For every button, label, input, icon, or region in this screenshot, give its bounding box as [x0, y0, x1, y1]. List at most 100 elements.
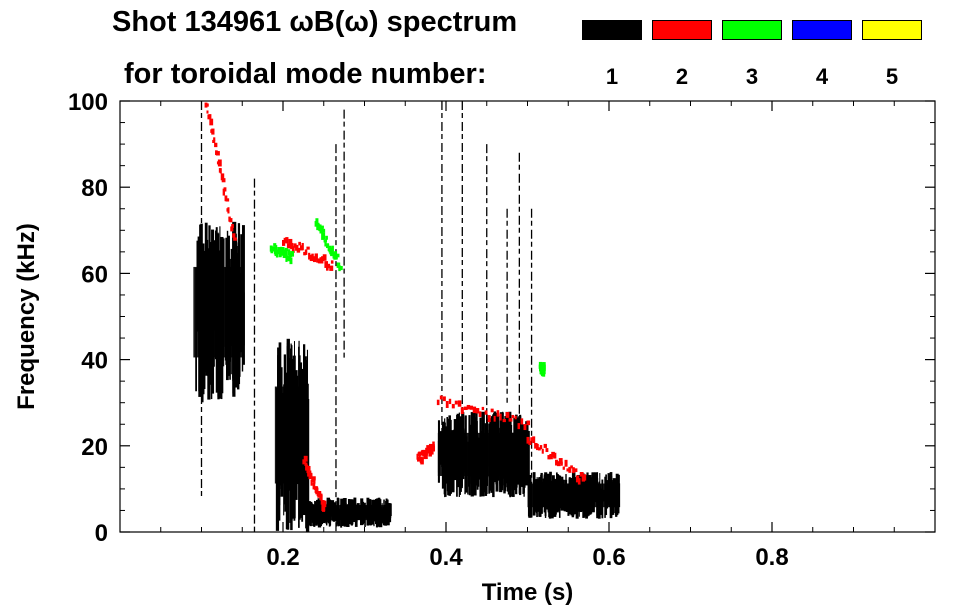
mode-2-trace-point: [432, 441, 435, 449]
mode-1-region-streak: [522, 438, 525, 467]
legend-swatch-mode-3: [722, 20, 782, 40]
chart-subtitle: for toroidal mode number:: [124, 58, 487, 90]
mode-3-trace-point: [290, 251, 295, 257]
mode-1-series: [193, 101, 621, 532]
mode-2-trace-point: [487, 415, 491, 423]
mode-1-region-streak: [552, 475, 554, 514]
mode-3-trace-point: [325, 235, 328, 240]
mode-1-region-streak: [327, 502, 330, 523]
mode-2-trace-point: [581, 475, 586, 482]
mode-2-trace-point: [305, 465, 309, 471]
mode-3-trace-point: [282, 249, 285, 255]
mode-2-trace-point: [523, 424, 527, 431]
mode-2-trace-point: [574, 468, 578, 473]
mode-1-region-streak: [382, 508, 385, 526]
mode-1-region-streak: [544, 473, 547, 518]
x-tick-label-0.2: 0.2: [266, 544, 299, 571]
mode-2-trace-point: [432, 445, 436, 452]
mode-1-region-streak: [538, 484, 542, 516]
mode-1-region-streak: [223, 261, 225, 367]
mode-2-trace-point: [288, 238, 293, 245]
mode-1-region-streak: [353, 497, 357, 519]
mode-2-trace-point: [322, 500, 327, 508]
mode-3-trace-point: [324, 240, 327, 247]
mode-3-trace-point: [320, 225, 324, 229]
mode-1-region-streak: [216, 278, 218, 386]
mode-1-region-streak: [565, 488, 567, 503]
mode-3-trace-point: [315, 218, 319, 223]
mode-1-region-streak: [582, 485, 585, 518]
mode-1-region-streak: [207, 250, 210, 371]
mode-1-region-streak: [217, 233, 220, 397]
mode-3-trace-point: [289, 257, 293, 265]
mode-2-trace-point: [558, 458, 563, 465]
mode-1-region-streak: [439, 431, 443, 465]
mode-1-region-streak: [501, 423, 503, 484]
mode-1-region-streak: [453, 419, 457, 481]
mode-3-trace-point: [284, 249, 288, 257]
mode-2-trace-point: [322, 505, 326, 512]
mode-3-trace-point: [281, 247, 285, 252]
mode-2-trace-point: [217, 159, 222, 167]
mode-2-trace-point: [307, 471, 310, 477]
mode-2-trace-point: [517, 423, 521, 430]
mode-2-trace-point: [505, 412, 510, 418]
mode-1-region-streak: [373, 501, 376, 519]
mode-2-trace-point: [454, 400, 458, 405]
mode-2-trace-point: [312, 482, 316, 490]
legend-label-mode-5: 5: [885, 64, 899, 89]
mode-1-region-streak: [381, 503, 383, 524]
mode-1-region-streak: [377, 503, 381, 527]
mode-3-trace-point: [332, 252, 336, 259]
mode-2-trace-point: [436, 399, 440, 406]
mode-1-region-streak: [456, 418, 458, 489]
mode-2-trace-point: [296, 247, 301, 253]
mode-2-trace-point: [429, 450, 433, 456]
mode-1-region-streak: [535, 489, 538, 514]
mode-1-region-streak: [319, 506, 322, 517]
mode-2-trace-point: [306, 246, 310, 250]
mode-3-trace-point: [314, 221, 319, 227]
mode-2-trace-point: [442, 396, 446, 402]
mode-2-trace-point: [221, 178, 226, 183]
mode-1-region-streak: [511, 444, 515, 497]
mode-1-region-streak: [324, 501, 326, 523]
mode-2-trace-point: [431, 449, 434, 455]
mode-1-region-streak: [525, 421, 529, 486]
mode-1-region-streak: [359, 505, 364, 526]
mode-2-trace-point: [553, 452, 557, 459]
mode-1-region-streak: [553, 485, 555, 511]
mode-2-trace-point: [225, 198, 230, 202]
mode-2-trace-point: [499, 413, 502, 421]
mode-1-region-streak: [344, 503, 346, 522]
mode-1-region-streak: [457, 444, 459, 486]
mode-1-region-streak: [504, 419, 507, 473]
legend-swatch-mode-4: [792, 20, 852, 40]
mode-1-region-streak: [206, 291, 208, 356]
mode-1-region-streak: [460, 434, 462, 469]
mode-1-region-streak: [556, 479, 559, 502]
mode-2-trace-point: [508, 418, 513, 422]
mode-2-trace-point: [526, 420, 531, 426]
mode-2-trace-point: [566, 468, 569, 472]
mode-3-trace-point: [542, 362, 546, 369]
mode-2-trace-point: [293, 243, 297, 248]
legend-label-mode-4: 4: [815, 64, 829, 89]
mode-2-trace-point: [230, 226, 234, 232]
mode-1-region-streak: [385, 500, 388, 521]
mode-1-region-streak: [591, 472, 595, 513]
legend-swatch-mode-2: [652, 20, 712, 40]
mode-1-region-streak: [495, 414, 498, 466]
mode-1-region-streak: [230, 268, 234, 339]
mode-1-region-streak: [607, 482, 611, 505]
mode-2-trace-point: [448, 398, 452, 405]
mode-2-trace-point: [541, 448, 544, 454]
y-tick-label-0: 0: [95, 520, 108, 547]
mode-1-region-streak: [515, 417, 520, 485]
mode-1-region-streak: [280, 392, 284, 497]
mode-1-region-streak: [571, 472, 576, 502]
mode-2-trace-point: [451, 403, 455, 409]
mode-1-region-streak: [543, 476, 545, 505]
mode-1-region-streak: [596, 481, 599, 516]
mode-3-trace-point: [282, 254, 286, 259]
